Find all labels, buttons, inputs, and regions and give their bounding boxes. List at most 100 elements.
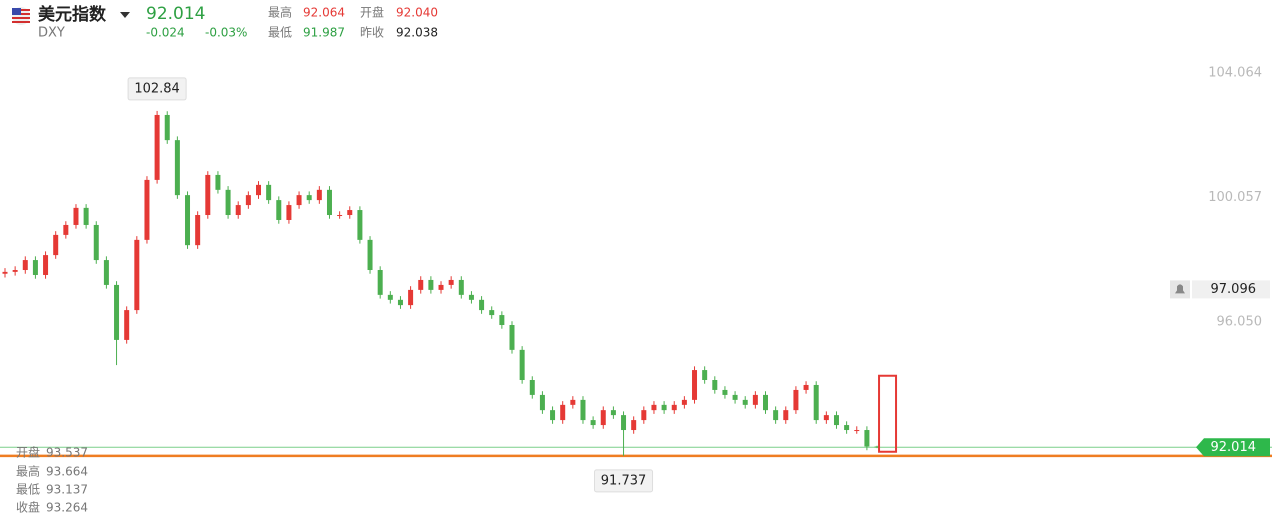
candle-body — [844, 425, 850, 431]
stat-label: 开盘 — [360, 5, 384, 20]
change: -0.024 — [146, 26, 185, 40]
candle-body — [164, 114, 170, 141]
candle-body — [742, 399, 748, 405]
candle-body — [803, 384, 809, 390]
alert-tag — [1192, 280, 1270, 299]
y-tick-label: 104.064 — [1208, 65, 1262, 80]
candle-body — [489, 310, 495, 316]
y-tick-label: 100.057 — [1208, 190, 1262, 205]
candle-body — [499, 315, 505, 326]
legend-label: 最低 — [16, 483, 40, 497]
candle-body — [671, 404, 677, 411]
candle-body — [114, 284, 120, 340]
highlight-box — [878, 374, 898, 453]
candle-body — [428, 279, 434, 290]
stat-value: 91.987 — [303, 26, 345, 40]
candle-body — [63, 224, 69, 235]
candle-body — [195, 215, 201, 246]
candle-body — [813, 384, 819, 421]
dropdown-arrow[interactable] — [120, 12, 130, 18]
candle-body — [438, 284, 444, 290]
candle-body — [539, 394, 545, 411]
candle-body — [752, 394, 758, 405]
candle-body — [408, 289, 414, 306]
candle-body — [256, 184, 261, 196]
candle-body — [73, 207, 79, 225]
price-tag-label: 92.014 — [1211, 440, 1257, 455]
candle-body — [245, 195, 251, 206]
annotation-box — [594, 469, 654, 493]
candle-body — [509, 325, 515, 350]
candle-body — [833, 415, 839, 426]
legend-label: 最高 — [16, 464, 40, 479]
candle-body — [2, 271, 8, 274]
legend-value: 93.537 — [46, 446, 88, 460]
candle-body — [43, 255, 49, 275]
candle-body — [763, 394, 768, 411]
candle-body — [266, 184, 272, 201]
candle-body — [580, 399, 586, 421]
candle-body — [326, 189, 332, 216]
candle-body — [600, 410, 606, 426]
candle-body — [560, 404, 566, 421]
candle-body — [32, 260, 38, 275]
candle-body — [12, 270, 18, 272]
candle-body — [519, 349, 525, 381]
stat-value: 92.040 — [396, 6, 438, 20]
y-tick-label: 96.050 — [1217, 314, 1263, 329]
legend-value: 93.264 — [46, 501, 88, 515]
legend-label: 开盘 — [16, 445, 40, 460]
candle-body — [823, 415, 829, 421]
candle-body — [732, 394, 738, 400]
candle-body — [712, 380, 718, 390]
candle-body — [570, 399, 576, 405]
candle-body — [185, 195, 191, 246]
candle-body — [93, 224, 99, 261]
candle-body — [448, 279, 454, 285]
candle-body — [610, 410, 616, 416]
candle-body — [641, 410, 647, 421]
candle-body — [418, 279, 424, 290]
annotation: 102.84 — [134, 81, 180, 96]
candle-body — [174, 140, 180, 196]
candle-body — [529, 380, 535, 395]
candle-body — [651, 404, 657, 411]
candle-body — [235, 205, 241, 216]
candle-body — [550, 410, 556, 421]
candle-body — [661, 404, 667, 411]
candle-body — [357, 210, 363, 240]
symbol-name[interactable]: 美元指数 — [38, 4, 107, 25]
stat-label: 昨收 — [360, 26, 384, 40]
alert-bell — [1175, 284, 1185, 294]
candle-body — [276, 200, 282, 220]
candle-body — [773, 410, 779, 421]
candle-body — [874, 446, 880, 448]
candle-body — [53, 234, 59, 256]
candle-body — [306, 195, 312, 201]
legend-value: 93.664 — [46, 465, 88, 479]
candle-body — [783, 410, 789, 421]
candle-body — [225, 189, 231, 216]
candle-body — [387, 294, 393, 300]
candle-body — [468, 294, 474, 300]
candle-body — [286, 205, 292, 220]
stat-value: 92.038 — [396, 26, 438, 40]
annotation-box — [127, 77, 187, 101]
candle-body — [347, 210, 353, 216]
alert-label: 97.096 — [1211, 282, 1257, 297]
candle-body — [124, 310, 130, 340]
candle-body — [793, 389, 799, 411]
candle-body — [681, 399, 687, 405]
annotation: 91.737 — [601, 473, 647, 488]
flag-icon — [12, 7, 30, 25]
ohlc-legend: 开盘 93.537 最高 93.664 最低 93.137 收盘 93.264 — [16, 445, 88, 515]
candle-body — [316, 189, 322, 201]
stat-label: 最低 — [268, 26, 292, 40]
candle-body — [367, 239, 373, 271]
stat-label: 最高 — [268, 5, 292, 20]
stat-value: 92.064 — [303, 6, 345, 20]
candle-body — [337, 215, 343, 217]
candle-body — [377, 270, 383, 295]
candle-body — [22, 260, 28, 271]
